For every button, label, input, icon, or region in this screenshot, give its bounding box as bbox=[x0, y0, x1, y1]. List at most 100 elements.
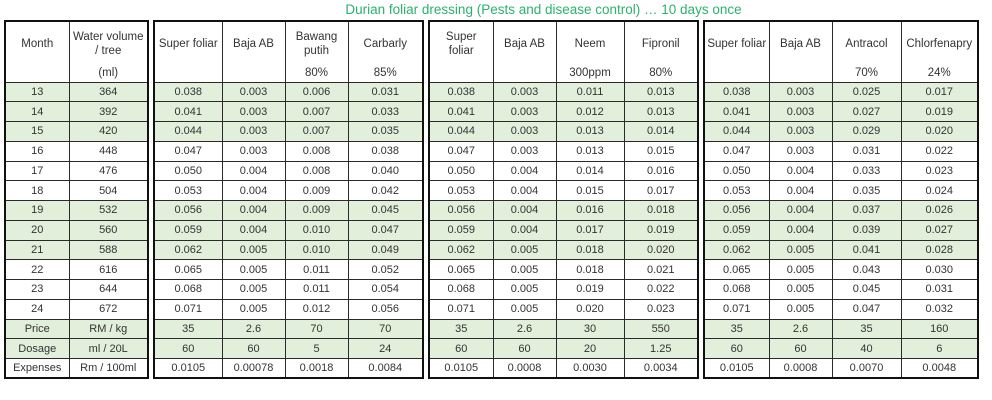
data-cell: 448 bbox=[68, 140, 149, 162]
column-header: Bawang putih 80% bbox=[284, 20, 349, 83]
data-cell: 0.0008 bbox=[768, 358, 833, 379]
data-cell: 0.012 bbox=[555, 101, 625, 122]
data-cell: 0.020 bbox=[623, 239, 699, 261]
data-cell: 0.010 bbox=[284, 219, 349, 241]
data-cell: 672 bbox=[68, 298, 149, 320]
data-cell: 560 bbox=[68, 219, 149, 241]
table-row: 0.059 0.004 0.017 0.019 bbox=[428, 219, 699, 241]
table-row: 35 2.6 35 160 bbox=[703, 318, 979, 340]
data-cell: 0.003 bbox=[492, 121, 557, 142]
data-cell: 0.005 bbox=[768, 298, 833, 320]
data-cell: 0.016 bbox=[623, 160, 699, 182]
table-row: 0.062 0.005 0.018 0.020 bbox=[428, 239, 699, 261]
table-row: 0.038 0.003 0.006 0.031 bbox=[153, 81, 424, 103]
data-cell: 0.047 bbox=[831, 298, 902, 320]
column-subtitle: 80% bbox=[649, 66, 673, 79]
table-row: 22 616 bbox=[4, 259, 149, 280]
data-cell: 0.038 bbox=[153, 81, 223, 103]
table-row: Price RM / kg bbox=[4, 318, 149, 340]
data-cell: 0.017 bbox=[623, 180, 699, 201]
column-title: Super foliar bbox=[445, 30, 477, 58]
table-row: 35 2.6 70 70 bbox=[153, 318, 424, 340]
data-cell: 0.008 bbox=[284, 160, 349, 182]
data-cell: 16 bbox=[4, 140, 70, 162]
data-cell: 0.045 bbox=[831, 279, 902, 300]
data-cell: 616 bbox=[68, 259, 149, 280]
data-cell: 0.0048 bbox=[900, 358, 979, 379]
column-header: Super foliar bbox=[428, 20, 494, 83]
data-cell: 0.004 bbox=[492, 180, 557, 201]
data-cell: RM / kg bbox=[68, 318, 149, 340]
data-cell: 0.0105 bbox=[703, 358, 770, 379]
data-cell: 0.019 bbox=[900, 101, 979, 122]
data-cell: 0.013 bbox=[555, 140, 625, 162]
group-table-treatment-set-3: Super foliar Baja AB Antracol 70% Chlorfenap… bbox=[703, 20, 979, 380]
data-cell: 0.025 bbox=[831, 81, 902, 103]
header-row: Super foliar Baja AB Antracol 70% Chlorfenap… bbox=[703, 20, 979, 83]
data-cell: 0.040 bbox=[347, 160, 424, 182]
header-row: Super foliar Baja AB Neem 300ppm Fipronil 80% bbox=[428, 20, 699, 83]
data-cell: 0.010 bbox=[284, 239, 349, 261]
data-cell: 0.035 bbox=[831, 180, 902, 201]
data-cell: 20 bbox=[4, 219, 70, 241]
data-cell: 0.053 bbox=[428, 180, 494, 201]
data-cell: 0.013 bbox=[623, 81, 699, 103]
data-cell: 0.0008 bbox=[492, 358, 557, 379]
table-row: 0.053 0.004 0.035 0.024 bbox=[703, 180, 979, 201]
data-cell: 22 bbox=[4, 259, 70, 280]
data-cell: 70 bbox=[347, 318, 424, 340]
header-row: Super foliar Baja AB Bawang putih 80% Carbar… bbox=[153, 20, 424, 83]
data-cell: 60 bbox=[492, 338, 557, 359]
data-cell: 0.023 bbox=[900, 160, 979, 182]
column-subtitle: 70% bbox=[854, 66, 879, 79]
data-cell: 0.009 bbox=[284, 200, 349, 221]
data-cell: 0.065 bbox=[153, 259, 223, 280]
data-cell: 0.059 bbox=[428, 219, 494, 241]
data-cell: 0.013 bbox=[623, 101, 699, 122]
data-cell: 0.005 bbox=[221, 259, 286, 280]
data-cell: 0.005 bbox=[221, 239, 286, 261]
table-row: 0.068 0.005 0.045 0.031 bbox=[703, 279, 979, 300]
column-header: Baja AB bbox=[221, 20, 286, 83]
column-title: Super foliar bbox=[158, 38, 218, 51]
table-row: 15 420 bbox=[4, 121, 149, 142]
data-cell: 17 bbox=[4, 160, 70, 182]
column-title: Bawang putih bbox=[295, 30, 338, 58]
table-row: 0.053 0.004 0.015 0.017 bbox=[428, 180, 699, 201]
data-cell: 0.047 bbox=[347, 219, 424, 241]
data-cell: 0.003 bbox=[492, 101, 557, 122]
data-cell: 392 bbox=[68, 101, 149, 122]
data-cell: 18 bbox=[4, 180, 70, 201]
data-cell: 0.0034 bbox=[623, 358, 699, 379]
data-cell: 35 bbox=[428, 318, 494, 340]
table-row: 17 476 bbox=[4, 160, 149, 182]
data-cell: 0.0084 bbox=[347, 358, 424, 379]
data-cell: 0.004 bbox=[768, 219, 833, 241]
data-cell: 0.004 bbox=[221, 200, 286, 221]
data-cell: 0.056 bbox=[153, 200, 223, 221]
data-cell: 0.0105 bbox=[428, 358, 494, 379]
data-cell: 0.071 bbox=[703, 298, 770, 320]
data-cell: 0.062 bbox=[428, 239, 494, 261]
data-cell: 0.038 bbox=[703, 81, 770, 103]
data-cell: 0.013 bbox=[555, 121, 625, 142]
table-row: 0.044 0.003 0.029 0.020 bbox=[703, 121, 979, 142]
data-cell: 0.052 bbox=[347, 259, 424, 280]
group-table-treatment-set-1: Super foliar Baja AB Bawang putih 80% Carbar… bbox=[153, 20, 424, 380]
table-row: 21 588 bbox=[4, 239, 149, 261]
data-cell: 0.035 bbox=[347, 121, 424, 142]
column-header: Fipronil 80% bbox=[623, 20, 699, 83]
table-row: 0.059 0.004 0.010 0.047 bbox=[153, 219, 424, 241]
data-cell: ml / 20L bbox=[68, 338, 149, 359]
data-cell: 0.054 bbox=[347, 279, 424, 300]
data-cell: 0.045 bbox=[347, 200, 424, 221]
data-cell: 0.042 bbox=[347, 180, 424, 201]
data-cell: 0.049 bbox=[347, 239, 424, 261]
data-cell: 0.047 bbox=[153, 140, 223, 162]
table-row: 0.068 0.005 0.011 0.054 bbox=[153, 279, 424, 300]
data-cell: 0.003 bbox=[492, 140, 557, 162]
data-cell: 0.047 bbox=[428, 140, 494, 162]
data-cell: 5 bbox=[284, 338, 349, 359]
column-title: Neem bbox=[574, 38, 606, 51]
column-header: Baja AB bbox=[492, 20, 557, 83]
